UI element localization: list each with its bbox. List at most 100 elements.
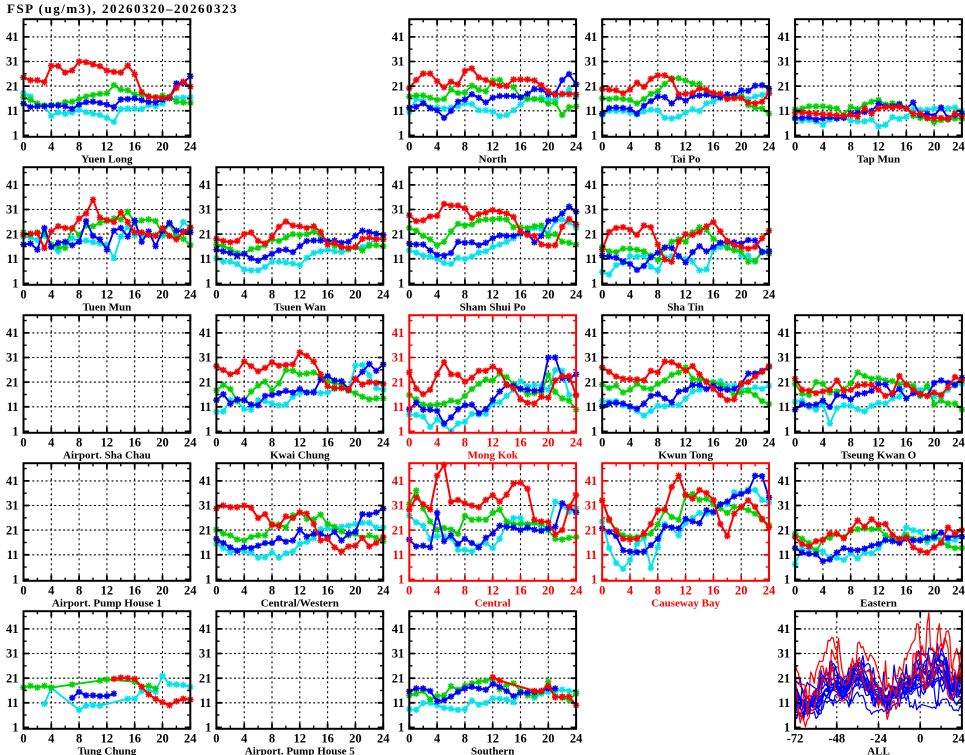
svg-text:41: 41: [778, 474, 791, 488]
svg-text:16: 16: [707, 139, 720, 153]
svg-text:31: 31: [6, 499, 19, 513]
svg-text:12: 12: [679, 435, 692, 449]
svg-text:8: 8: [655, 139, 661, 153]
svg-text:8: 8: [462, 287, 468, 301]
svg-text:20: 20: [928, 583, 941, 597]
svg-text:16: 16: [900, 435, 913, 449]
svg-text:16: 16: [128, 435, 141, 449]
svg-text:0: 0: [406, 583, 412, 597]
svg-text:41: 41: [585, 474, 598, 488]
svg-text:12: 12: [101, 731, 114, 745]
svg-text:0: 0: [20, 731, 26, 745]
svg-text:8: 8: [462, 435, 468, 449]
svg-text:16: 16: [707, 435, 720, 449]
svg-text:24: 24: [570, 287, 583, 301]
svg-text:24: 24: [570, 731, 583, 745]
svg-text:1: 1: [784, 573, 790, 587]
svg-text:11: 11: [392, 696, 404, 710]
svg-text:21: 21: [199, 375, 212, 389]
svg-text:21: 21: [199, 227, 212, 241]
svg-text:16: 16: [514, 139, 527, 153]
svg-text:20: 20: [735, 287, 748, 301]
svg-text:4: 4: [434, 287, 441, 301]
svg-text:20: 20: [349, 435, 362, 449]
svg-text:31: 31: [199, 499, 212, 513]
svg-text:1: 1: [12, 573, 18, 587]
svg-text:31: 31: [6, 351, 19, 365]
svg-text:1: 1: [398, 277, 404, 291]
svg-text:41: 41: [392, 30, 405, 44]
svg-text:16: 16: [514, 287, 527, 301]
svg-text:20: 20: [542, 731, 555, 745]
svg-text:20: 20: [928, 139, 941, 153]
svg-text:4: 4: [820, 583, 827, 597]
svg-text:8: 8: [76, 731, 82, 745]
svg-text:21: 21: [392, 227, 405, 241]
svg-text:8: 8: [848, 435, 854, 449]
svg-text:0: 0: [20, 139, 26, 153]
svg-text:4: 4: [48, 435, 55, 449]
svg-text:41: 41: [778, 30, 791, 44]
svg-text:24: 24: [570, 435, 583, 449]
svg-text:24: 24: [184, 731, 197, 745]
svg-text:FSP (ug/m3), 20260320–20260323: FSP (ug/m3), 20260320–20260323: [7, 1, 238, 16]
svg-text:12: 12: [679, 139, 692, 153]
svg-text:16: 16: [321, 583, 334, 597]
svg-text:16: 16: [321, 731, 334, 745]
svg-text:31: 31: [585, 55, 598, 69]
svg-text:1: 1: [205, 277, 211, 291]
svg-text:Central: Central: [475, 597, 511, 609]
svg-text:41: 41: [6, 326, 19, 340]
svg-text:12: 12: [101, 435, 114, 449]
svg-text:12: 12: [486, 139, 499, 153]
svg-text:21: 21: [392, 523, 405, 537]
svg-text:8: 8: [76, 435, 82, 449]
svg-text:0: 0: [599, 287, 605, 301]
svg-text:31: 31: [778, 55, 791, 69]
svg-text:24: 24: [570, 139, 583, 153]
svg-text:16: 16: [707, 583, 720, 597]
svg-text:21: 21: [199, 671, 212, 685]
svg-text:0: 0: [599, 583, 605, 597]
svg-text:4: 4: [434, 435, 441, 449]
svg-text:16: 16: [128, 139, 141, 153]
svg-text:Southern: Southern: [471, 745, 514, 755]
svg-text:16: 16: [128, 287, 141, 301]
svg-text:1: 1: [591, 277, 597, 291]
svg-text:8: 8: [655, 583, 661, 597]
svg-text:8: 8: [848, 139, 854, 153]
svg-text:12: 12: [872, 139, 885, 153]
svg-text:21: 21: [392, 671, 405, 685]
svg-text:12: 12: [679, 583, 692, 597]
svg-text:21: 21: [199, 523, 212, 537]
svg-text:0: 0: [917, 731, 923, 745]
svg-text:4: 4: [627, 287, 634, 301]
svg-text:8: 8: [269, 287, 275, 301]
svg-text:41: 41: [6, 178, 19, 192]
svg-text:0: 0: [20, 287, 26, 301]
svg-text:0: 0: [406, 287, 412, 301]
svg-text:4: 4: [48, 139, 55, 153]
svg-text:20: 20: [156, 731, 169, 745]
svg-text:31: 31: [778, 499, 791, 513]
svg-text:1: 1: [12, 277, 18, 291]
svg-text:21: 21: [6, 227, 19, 241]
svg-text:11: 11: [7, 104, 19, 118]
svg-text:20: 20: [542, 287, 555, 301]
svg-text:12: 12: [294, 731, 307, 745]
svg-text:12: 12: [294, 435, 307, 449]
svg-text:4: 4: [627, 139, 634, 153]
svg-text:8: 8: [848, 583, 854, 597]
svg-text:21: 21: [778, 671, 791, 685]
svg-text:0: 0: [406, 139, 412, 153]
svg-text:1: 1: [12, 721, 18, 735]
svg-text:31: 31: [199, 647, 212, 661]
svg-text:11: 11: [392, 548, 404, 562]
svg-text:4: 4: [48, 731, 55, 745]
svg-text:21: 21: [6, 523, 19, 537]
svg-text:31: 31: [199, 351, 212, 365]
svg-text:-72: -72: [787, 731, 804, 745]
svg-text:8: 8: [269, 583, 275, 597]
svg-text:24: 24: [184, 435, 197, 449]
svg-text:Central/Western: Central/Western: [261, 597, 339, 609]
